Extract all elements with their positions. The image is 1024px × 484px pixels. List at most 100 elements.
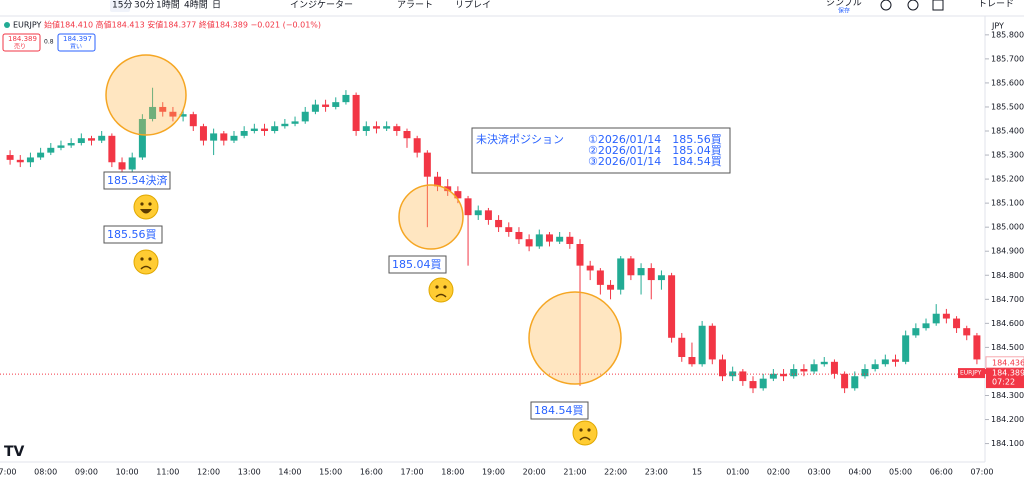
emoji-mouth [140,265,152,270]
candle-body [545,234,553,242]
candle-body [57,145,65,148]
x-tick-label: 07:00 [970,468,993,477]
candle-body [688,357,696,365]
layout-name[interactable]: シンプル [826,0,862,9]
symbol-tag-label: EURJPY [960,370,982,377]
timeframe[interactable]: 日 [212,0,221,11]
candle-body [820,361,828,365]
candle-body [484,210,492,220]
candle-body [26,157,34,163]
y-tick-label: 185.600 [991,78,1024,87]
candle-body [210,133,218,141]
y-tick-label: 185.700 [991,54,1024,63]
sell-button[interactable] [2,33,41,52]
trade-button[interactable]: トレード [978,0,1014,10]
timeframe[interactable]: 1時間 [156,0,180,11]
candle-body [454,191,462,199]
candle-body [149,106,157,119]
candle-body [403,131,411,139]
x-tick-label: 17:00 [401,468,424,477]
y-tick-label: 184.900 [991,247,1024,256]
active-timeframe[interactable] [110,0,130,12]
timeframe[interactable]: 4時間 [184,0,208,11]
currency: JPY [991,22,1004,31]
buy-price[interactable]: 184.397 [63,35,92,43]
emoji-eye [140,257,144,261]
candle-body [434,176,442,187]
candle-body [301,111,309,122]
candle-body [586,265,594,271]
candle-body [383,126,391,129]
candle-body [495,219,503,228]
candle-body [98,135,106,141]
candle-body [637,268,645,276]
emoji-eye [140,202,144,206]
position-line: ③2026/01/14 184.54買 [588,155,722,168]
candle-body [464,198,472,216]
candle-body [556,236,564,242]
candle-body [281,123,289,127]
candle-body [566,236,574,245]
icon[interactable] [907,0,919,11]
label-text: 185.04買 [392,258,442,271]
buy-label[interactable]: 買い [70,44,82,51]
icon[interactable] [932,0,944,11]
candle-body [830,361,838,374]
label-box [530,401,589,420]
alert-button[interactable]: アラート [397,0,433,11]
price-tag [985,356,1024,369]
plot: 184.100184.200184.300184.400184.500184.6… [0,30,1024,477]
candle-body [932,313,940,324]
candle-body [871,364,879,370]
x-tick-label: 18:00 [441,468,464,477]
ohlc: 始値184.410 高値184.413 安値184.377 終値184.389 … [44,20,321,30]
candle-body [708,325,716,360]
timeframe[interactable]: 15分 [112,0,132,11]
y-tick-label: 184.500 [991,343,1024,352]
x-tick-label: 02:00 [767,468,790,477]
emoji [133,249,159,275]
x-tick-label: 16:00 [360,468,383,477]
candle-body [6,155,14,160]
candle-body [891,359,899,362]
x-tick-label: 22:00 [604,468,627,477]
candle-body [199,126,207,141]
candle-body [535,234,543,247]
logo: TV [4,444,25,460]
x-tick-label: 15 [692,468,702,477]
candle-body [230,135,238,141]
buy-button[interactable] [57,33,96,52]
sell-label[interactable]: 売り [14,43,26,51]
candle-body [851,376,859,389]
price-tag-label: 184.389 [992,369,1024,378]
candle-body [953,318,961,329]
candle-body [444,186,452,192]
symbol-tag [958,368,985,379]
highlight-circle [105,54,187,136]
icon[interactable] [880,0,892,11]
candle-body [372,126,380,129]
price-tag-label: 184.436 [992,358,1024,367]
x-tick-label: 12:00 [197,468,220,477]
candle-body [505,227,513,232]
candle-body [769,373,777,379]
timeframe[interactable]: 30分 [134,0,154,11]
label-text: 185.56買 [107,228,157,241]
candle-body [159,106,167,112]
candle-body [841,373,849,389]
indicators-button[interactable]: インジケーター [290,0,353,11]
replay-button[interactable]: リプレイ [455,0,491,11]
sell-price[interactable]: 184.389 [8,35,37,43]
x-tick-label: 21:00 [563,468,586,477]
y-tick-label: 184.200 [991,415,1024,424]
price-tag [986,368,1024,389]
position-line: ②2026/01/14 185.04買 [588,144,722,157]
emoji-eye [435,285,439,289]
candle-body [698,325,706,365]
candle-body [88,138,96,141]
save-label[interactable]: 保存 [838,7,850,15]
emoji-eye [579,428,583,432]
candle-body [881,359,889,365]
candle-body [657,275,665,281]
emoji [133,194,159,220]
